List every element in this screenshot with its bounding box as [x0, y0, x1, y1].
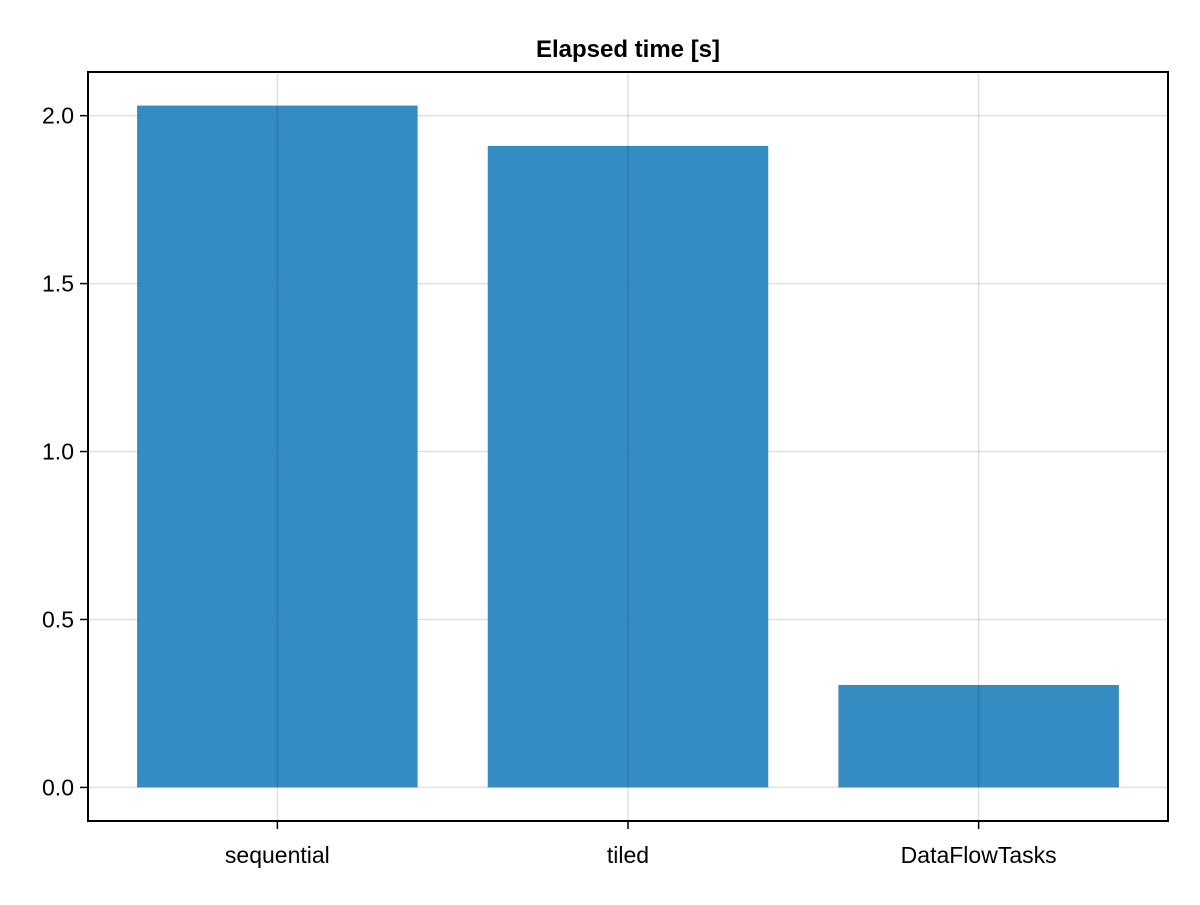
bar-tiled — [487, 145, 769, 788]
x-tick-label: sequential — [225, 842, 330, 868]
x-tick-label: tiled — [607, 842, 649, 868]
y-axis: 0.0 0.5 1.0 1.5 2.0 — [42, 103, 88, 800]
y-tick-label: 0.0 — [42, 774, 74, 800]
x-tick-label: DataFlowTasks — [901, 842, 1057, 868]
y-tick-label: 2.0 — [42, 103, 74, 129]
y-tick-label: 1.5 — [42, 271, 74, 297]
bar-sequential — [137, 105, 418, 788]
chart-title: Elapsed time [s] — [536, 36, 720, 63]
x-axis: sequential tiled DataFlowTasks — [225, 821, 1057, 868]
bar-dataflowtasks — [838, 684, 1119, 788]
grid-over-layer — [276, 72, 980, 821]
bar-layer — [137, 105, 1119, 788]
y-tick-label: 0.5 — [42, 606, 74, 632]
y-tick-label: 1.0 — [42, 439, 74, 465]
